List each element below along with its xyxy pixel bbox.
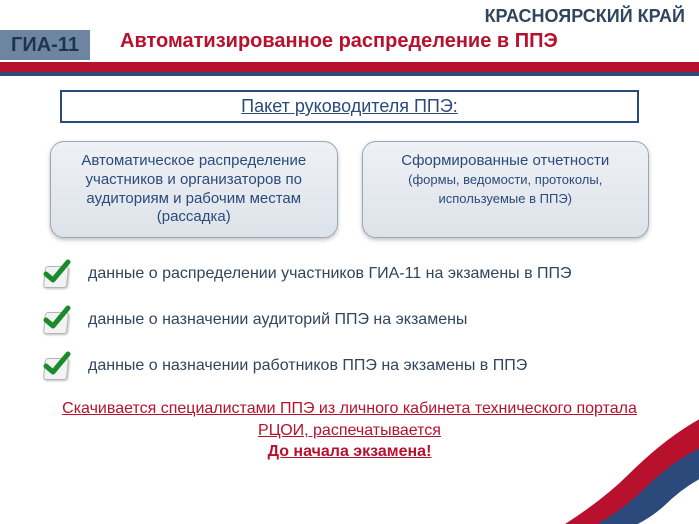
list-item: данные о назначении работников ППЭ на эк…: [40, 352, 659, 382]
checkmark-icon: [40, 260, 74, 290]
divider-red: [0, 62, 699, 72]
checkmark-icon: [40, 352, 74, 382]
packet-box: Пакет руководителя ППЭ:: [60, 90, 639, 123]
bullet-text: данные о назначении работников ППЭ на эк…: [88, 352, 527, 377]
slide: { "header": { "region": "КРАСНОЯРСКИЙ КР…: [0, 0, 699, 524]
checkmark-icon: [40, 306, 74, 336]
bubble-left: Автоматическое распределение участников …: [50, 141, 338, 238]
bullet-list: данные о распределении участников ГИА-11…: [40, 260, 659, 382]
bullet-text: данные о назначении аудиторий ППЭ на экз…: [88, 306, 467, 331]
divider-blue: [0, 72, 699, 76]
list-item: данные о распределении участников ГИА-11…: [40, 260, 659, 290]
footer-note: Скачивается специалистами ППЭ из личного…: [60, 398, 639, 463]
bubble-row: Автоматическое распределение участников …: [50, 141, 649, 238]
gia-badge: ГИА-11: [0, 30, 90, 60]
content-area: Пакет руководителя ППЭ: Автоматическое р…: [0, 90, 699, 463]
bubble-right-main: Сформированные отчетности: [401, 152, 609, 169]
list-item: данные о назначении аудиторий ППЭ на экз…: [40, 306, 659, 336]
bullet-text: данные о распределении участников ГИА-11…: [88, 260, 572, 285]
footer-line1: Скачивается специалистами ППЭ из личного…: [60, 398, 639, 441]
region-label: КРАСНОЯРСКИЙ КРАЙ: [485, 6, 685, 27]
bubble-right: Сформированные отчетности (формы, ведомо…: [362, 141, 650, 238]
slide-title: Автоматизированное распределение в ППЭ: [120, 30, 679, 53]
footer-line2: До начала экзамена!: [60, 441, 639, 463]
packet-title: Пакет руководителя ППЭ:: [241, 96, 458, 116]
bubble-right-small: (формы, ведомости, протоколы, используем…: [408, 172, 602, 206]
